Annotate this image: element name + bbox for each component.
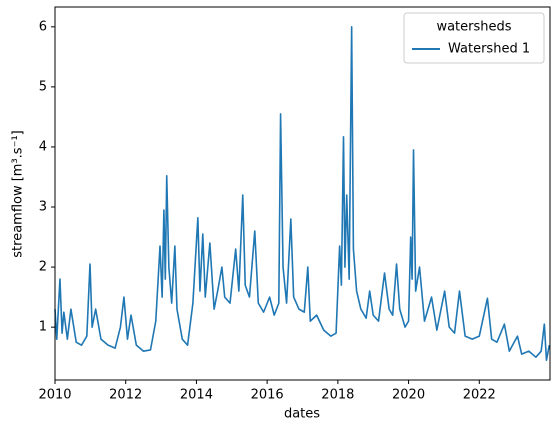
- x-tick-label: 2020: [392, 388, 425, 403]
- y-tick-label: 6: [39, 19, 47, 34]
- x-tick-label: 2018: [321, 388, 354, 403]
- x-tick-label: 2014: [180, 388, 213, 403]
- legend-label: Watershed 1: [448, 42, 530, 57]
- y-tick-label: 5: [39, 79, 47, 94]
- legend-box: [403, 12, 545, 64]
- plot-frame: [54, 6, 551, 381]
- y-tick-label: 1: [39, 320, 47, 335]
- y-axis-label: streamflow [m³.s⁻¹]: [11, 130, 26, 257]
- data-line: [54, 26, 551, 361]
- legend: watersheds Watershed 1: [403, 12, 545, 64]
- y-tick-label: 3: [39, 200, 47, 215]
- x-tick-label: 2016: [251, 388, 284, 403]
- x-tick-label: 2022: [463, 388, 496, 403]
- legend-title: watersheds: [436, 20, 511, 35]
- y-tick-label: 4: [39, 139, 47, 154]
- x-tick-label: 2010: [38, 388, 71, 403]
- x-axis-label: dates: [284, 407, 320, 422]
- x-tick-label: 2012: [109, 388, 142, 403]
- y-tick-label: 2: [39, 260, 47, 275]
